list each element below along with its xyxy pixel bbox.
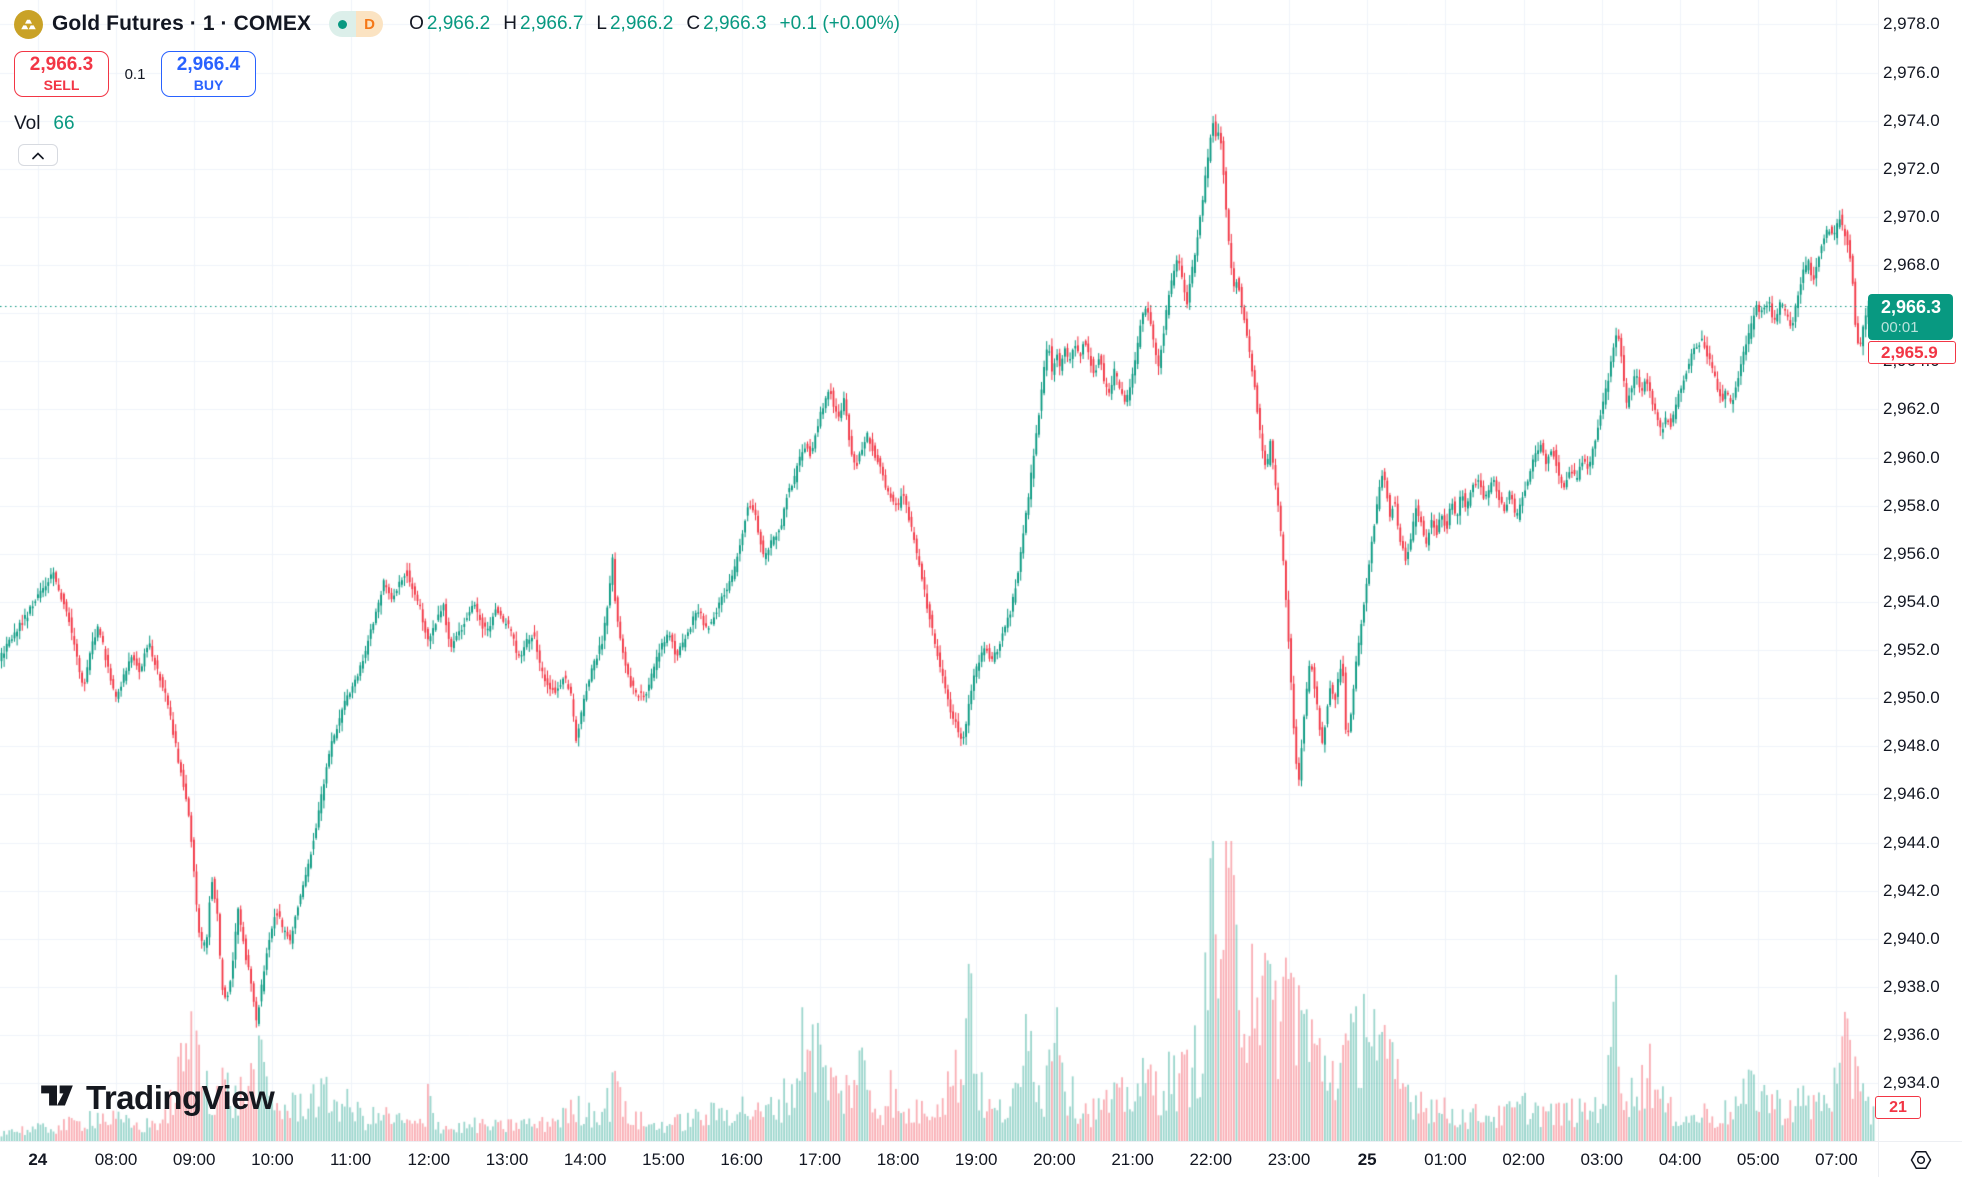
price-axis-label: 2,946.0 [1883,784,1940,804]
price-axis-label: 2,942.0 [1883,880,1940,900]
symbol-title[interactable]: Gold Futures · 1 · COMEX [52,12,312,35]
ohlc-readout: O 2,966.2 H 2,966.7 L 2,966.2 C 2,966.3 +0.1… [409,13,913,35]
tradingview-watermark[interactable]: TradingView [38,1076,275,1119]
bar-countdown: 00:01 [1881,319,1919,336]
trade-panel: 2,966.3 SELL 0.1 2,966.4 BUY [14,51,913,97]
axis-corner [1878,1141,1962,1177]
time-axis-label: 18:00 [876,1150,920,1169]
time-axis-label: 03:00 [1580,1150,1624,1169]
price-axis-label: 2,940.0 [1883,928,1940,948]
sell-label: SELL [43,76,80,93]
time-axis-label: 21:00 [1111,1150,1154,1169]
change-value: +0.1 (+0.00%) [779,13,900,34]
price-axis-label: 2,950.0 [1883,688,1940,708]
collapse-panel-button[interactable] [18,144,58,166]
price-axis-label: 2,948.0 [1883,736,1940,756]
price-axis-label: 2,938.0 [1883,976,1940,996]
bid-price-label: 2,965.9 [1868,341,1956,364]
spread-value: 0.1 [124,65,146,83]
time-axis-label: 05:00 [1736,1150,1780,1169]
price-axis-label: 2,954.0 [1883,591,1940,611]
tradingview-logo-icon [38,1076,76,1119]
buy-label: BUY [193,76,224,93]
time-axis-label: 08:00 [94,1150,138,1169]
time-axis-label: 14:00 [563,1150,607,1169]
price-scale-settings-icon[interactable] [1908,1147,1934,1173]
candlestick-chart-canvas[interactable] [0,0,1878,1141]
price-axis-label: 2,944.0 [1883,832,1940,852]
buy-button[interactable]: 2,966.4 BUY [161,51,256,97]
time-axis-label: 01:00 [1424,1150,1467,1169]
time-axis-label: 20:00 [1033,1150,1076,1169]
price-axis-label: 2,934.0 [1883,1073,1940,1093]
time-axis-label: 24 [28,1150,48,1169]
time-axis-label: 11:00 [329,1150,372,1169]
time-axis-label: 13:00 [485,1150,529,1169]
time-axis-label: 17:00 [798,1150,842,1169]
close-label: C [686,13,701,34]
last-price-value: 2,966.3 [1881,297,1942,317]
low-label: L [596,13,607,34]
buy-price: 2,966.4 [176,53,241,75]
open-value: 2,966.2 [426,13,491,34]
gold-symbol-icon [14,9,43,39]
open-label: O [409,13,424,34]
time-axis-label: 15:00 [642,1150,685,1169]
time-axis-label: 25 [1357,1150,1377,1169]
low-value: 2,966.2 [609,13,674,34]
price-axis-label: 2,976.0 [1883,62,1940,82]
volume-value: 66 [53,113,75,134]
volume-label: Vol [14,113,41,134]
high-value: 2,966.7 [520,13,584,34]
price-axis-label: 2,968.0 [1883,255,1940,275]
price-axis-label: 2,962.0 [1883,399,1940,419]
delayed-data-flag: D [356,11,384,37]
time-axis-label: 19:00 [954,1150,998,1169]
time-axis[interactable]: 24 08:00 09:00 10:00 11:00 12:00 13:00 14:00 15:… [0,1141,1878,1177]
chevron-up-icon [32,148,44,163]
time-axis-label: 23:00 [1267,1150,1311,1169]
time-axis-label: 09:00 [172,1150,216,1169]
time-axis-label: 04:00 [1658,1150,1702,1169]
price-axis-label: 2,960.0 [1883,447,1940,467]
sell-button[interactable]: 2,966.3 SELL [14,51,109,97]
symbol-row: Gold Futures · 1 · COMEX D O 2,966.2 H 2,9… [14,8,913,40]
time-axis-label: 16:00 [720,1150,763,1169]
tradingview-brand-text: TradingView [86,1078,275,1116]
market-open-dot-icon [329,11,357,37]
sell-price: 2,966.3 [29,53,94,75]
price-axis-label: 2,936.0 [1883,1025,1940,1045]
chart-header: Gold Futures · 1 · COMEX D O 2,966.2 H 2,9… [14,8,913,166]
price-axis-label: 2,978.0 [1883,14,1940,34]
market-status-pill[interactable]: D [329,11,384,37]
last-price-label: 2,966.3 00:01 [1868,294,1953,340]
close-value: 2,966.3 [703,13,767,34]
time-axis-label: 07:00 [1815,1150,1858,1169]
price-axis[interactable]: 2,978.0 2,976.0 2,974.0 2,972.0 2,970.0 2,968… [1868,0,1962,1141]
time-axis-label: 02:00 [1502,1150,1545,1169]
price-axis-label: 2,970.0 [1883,206,1940,226]
high-label: H [503,13,517,34]
price-axis-label: 2,952.0 [1883,640,1940,660]
current-volume-label: 21 [1875,1096,1921,1119]
time-axis-label: 10:00 [251,1150,294,1169]
time-axis-label: 22:00 [1189,1150,1233,1169]
time-axis-label: 12:00 [407,1150,451,1169]
price-axis-label: 2,958.0 [1883,495,1940,515]
volume-readout: Vol 66 [14,113,913,135]
price-axis-label: 2,972.0 [1883,158,1940,178]
price-axis-label: 2,974.0 [1883,110,1940,130]
price-axis-label: 2,956.0 [1883,543,1940,563]
